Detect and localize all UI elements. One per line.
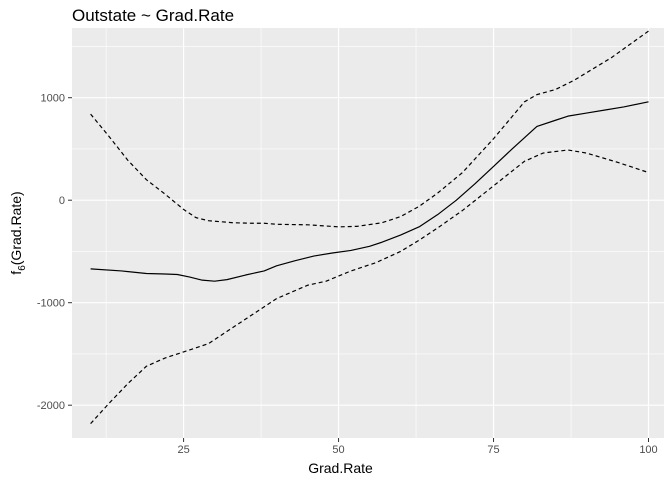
y-tick-label: 1000 — [41, 93, 65, 105]
x-axis-title: Grad.Rate — [308, 460, 373, 476]
y-axis-title-subscript: 6 — [17, 265, 28, 271]
x-axis: 25 50 75 100 — [177, 438, 658, 456]
x-tick-label: 75 — [487, 444, 499, 456]
chart-title: Outstate ~ Grad.Rate — [72, 6, 234, 25]
series-layer — [90, 30, 649, 425]
y-axis-title-main: f — [8, 271, 24, 275]
confidence-band-line-1 — [90, 30, 649, 228]
x-tick-label: 25 — [177, 444, 189, 456]
y-axis-title-suffix: (Grad.Rate) — [8, 191, 24, 265]
y-tick-label: 0 — [59, 195, 65, 207]
y-axis: -2000 -1000 0 1000 — [37, 93, 72, 412]
confidence-band-line-2 — [90, 149, 649, 425]
x-tick-label: 100 — [639, 444, 657, 456]
plot-panel — [72, 28, 664, 438]
y-axis-title: f6(Grad.Rate) — [8, 191, 28, 274]
grid-minor — [72, 28, 664, 438]
smooth-fit-line — [90, 101, 649, 282]
x-tick-label: 50 — [332, 444, 344, 456]
y-tick-label: -1000 — [37, 298, 65, 310]
y-tick-label: -2000 — [37, 400, 65, 412]
grid-major — [72, 28, 664, 438]
